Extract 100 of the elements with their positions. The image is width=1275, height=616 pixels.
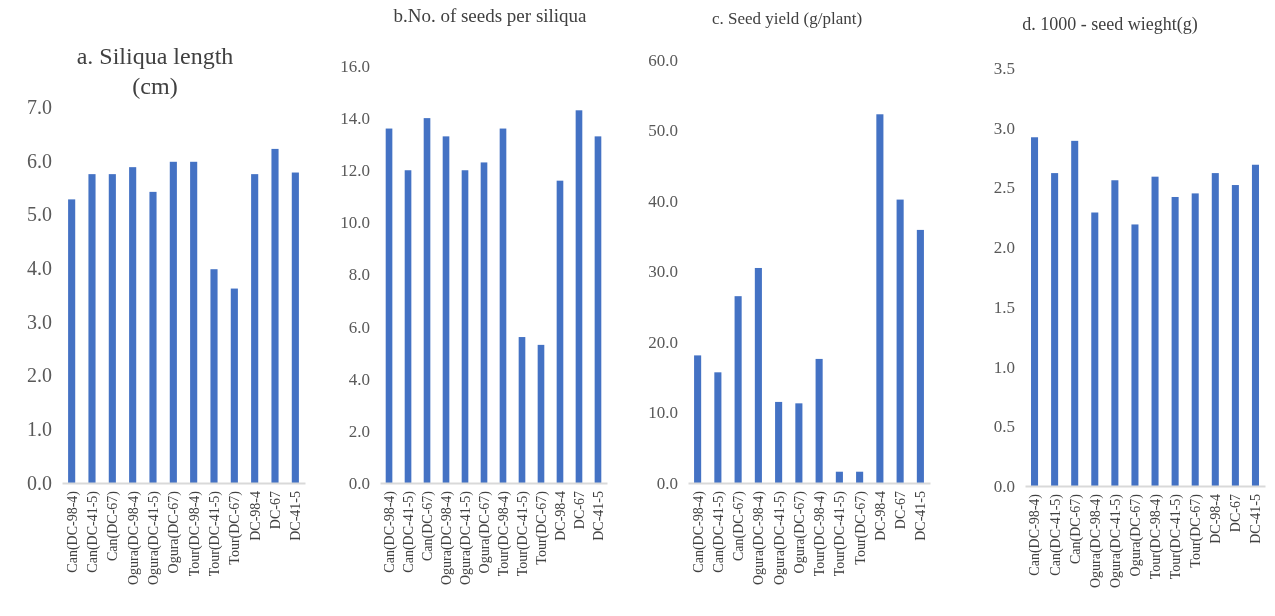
y-tick-label: 8.0: [348, 265, 370, 285]
chart-title: b.No. of seeds per siliqua: [393, 5, 588, 26]
bar: [1191, 193, 1199, 486]
bar: [169, 161, 177, 483]
x-tick-label: Can(DC-98-4): [64, 490, 81, 573]
y-tick-label: 2.5: [993, 178, 1015, 198]
bar: [556, 180, 564, 483]
bar: [149, 191, 157, 483]
x-tick-label: Tour(DC-67): [533, 490, 550, 565]
x-tick-label: Can(DC-67): [105, 490, 122, 561]
y-tick-label: 1.0: [27, 418, 52, 441]
bar: [856, 471, 864, 483]
bar: [442, 136, 450, 483]
bar: [461, 170, 469, 483]
y-tick-label: 6.0: [348, 317, 370, 337]
x-tick-label: Can(DC-41-5): [710, 490, 727, 573]
bar: [230, 288, 238, 483]
x-tick-label: Ogura(DC-41-5): [145, 490, 162, 586]
bar: [1251, 164, 1259, 486]
x-tick-label: Tour(DC-41-5): [1168, 493, 1185, 580]
bar: [1031, 137, 1039, 486]
x-tick-label: Tour(DC-98-4): [495, 490, 512, 577]
x-tick-label: Tour(DC-67): [852, 490, 869, 565]
bar: [210, 269, 218, 483]
bar: [291, 172, 299, 483]
x-tick-label: DC-41-5: [590, 491, 606, 541]
bar: [129, 167, 137, 483]
x-tick-label: Ogura(DC-41-5): [1107, 493, 1124, 589]
x-tick-label: Can(DC-98-4): [1027, 493, 1044, 576]
x-tick-label: Ogura(DC-98-4): [751, 490, 768, 586]
bar: [876, 114, 884, 483]
x-tick-label: Ogura(DC-41-5): [771, 490, 788, 586]
bar: [594, 136, 602, 483]
y-tick-label: 14.0: [340, 109, 370, 129]
y-tick-label: 0.0: [993, 476, 1015, 496]
bar: [694, 355, 702, 483]
y-tick-label: 10.0: [648, 403, 678, 423]
bar: [835, 471, 843, 483]
y-tick-label: 10.0: [340, 213, 370, 233]
bar: [68, 199, 76, 483]
x-tick-label: Ogura(DC-67): [791, 490, 808, 574]
bar: [1091, 212, 1099, 486]
y-tick-label: 0.5: [993, 417, 1015, 437]
y-tick-label: 0.0: [656, 473, 678, 493]
x-tick-label: Tour(DC-98-4): [1147, 493, 1164, 580]
bar: [754, 267, 762, 483]
y-tick-label: 2.0: [27, 364, 52, 387]
x-tick-label: Can(DC-41-5): [84, 490, 101, 573]
bar: [1131, 224, 1139, 486]
bar: [404, 170, 412, 483]
x-tick-label: Tour(DC-67): [227, 490, 244, 565]
y-tick-label: 4.0: [348, 369, 370, 389]
bar: [714, 372, 722, 483]
y-tick-label: 2.0: [348, 421, 370, 441]
y-tick-label: 30.0: [648, 262, 678, 282]
x-tick-label: Can(DC-67): [731, 490, 748, 561]
y-tick-label: 40.0: [648, 191, 678, 211]
x-tick-label: Ogura(DC-41-5): [457, 490, 474, 586]
bar: [271, 148, 279, 483]
x-tick-label: Can(DC-67): [1067, 493, 1084, 564]
bar: [1171, 196, 1179, 486]
x-tick-label: DC-67: [267, 491, 283, 530]
chart-title: a. Siliqua length (cm): [76, 43, 234, 99]
x-tick-label: Ogura(DC-98-4): [438, 490, 455, 586]
bar: [916, 229, 924, 483]
x-tick-label: DC-67: [1228, 494, 1244, 533]
bar: [1051, 173, 1059, 486]
y-tick-label: 7.0: [27, 95, 52, 118]
x-tick-label: Tour(DC-98-4): [812, 490, 829, 577]
x-tick-label: DC-41-5: [288, 491, 304, 541]
bar: [1111, 180, 1119, 486]
x-tick-label: Tour(DC-41-5): [832, 490, 849, 577]
x-tick-label: DC-41-5: [1248, 494, 1264, 544]
x-tick-label: Tour(DC-67): [1188, 493, 1205, 568]
x-tick-label: Ogura(DC-98-4): [125, 490, 142, 586]
bar: [896, 199, 904, 483]
y-tick-label: 60.0: [648, 50, 678, 70]
chart-title: c. Seed yield (g/plant): [711, 9, 863, 28]
bar: [1151, 176, 1159, 486]
x-tick-label: Can(DC-41-5): [400, 490, 417, 573]
chart-title: d. 1000 - seed wieght(g): [1022, 14, 1198, 35]
bar: [1211, 173, 1219, 486]
y-tick-label: 3.0: [27, 310, 52, 333]
bar: [108, 174, 116, 483]
bar: [1071, 140, 1079, 486]
y-tick-label: 6.0: [27, 149, 52, 172]
y-tick-label: 1.0: [993, 357, 1015, 377]
bar: [1231, 185, 1239, 486]
bar: [575, 110, 583, 483]
bar: [480, 162, 488, 483]
x-tick-label: DC-98-4: [1208, 494, 1224, 544]
x-tick-label: DC-41-5: [913, 491, 929, 541]
x-tick-label: Tour(DC-41-5): [514, 490, 531, 577]
bar: [88, 174, 96, 483]
x-tick-label: DC-98-4: [552, 491, 568, 541]
x-tick-label: Ogura(DC-98-4): [1087, 493, 1104, 589]
y-tick-label: 3.5: [993, 58, 1015, 78]
x-tick-label: DC-98-4: [872, 491, 888, 541]
bar: [795, 403, 803, 483]
bar: [423, 118, 431, 483]
